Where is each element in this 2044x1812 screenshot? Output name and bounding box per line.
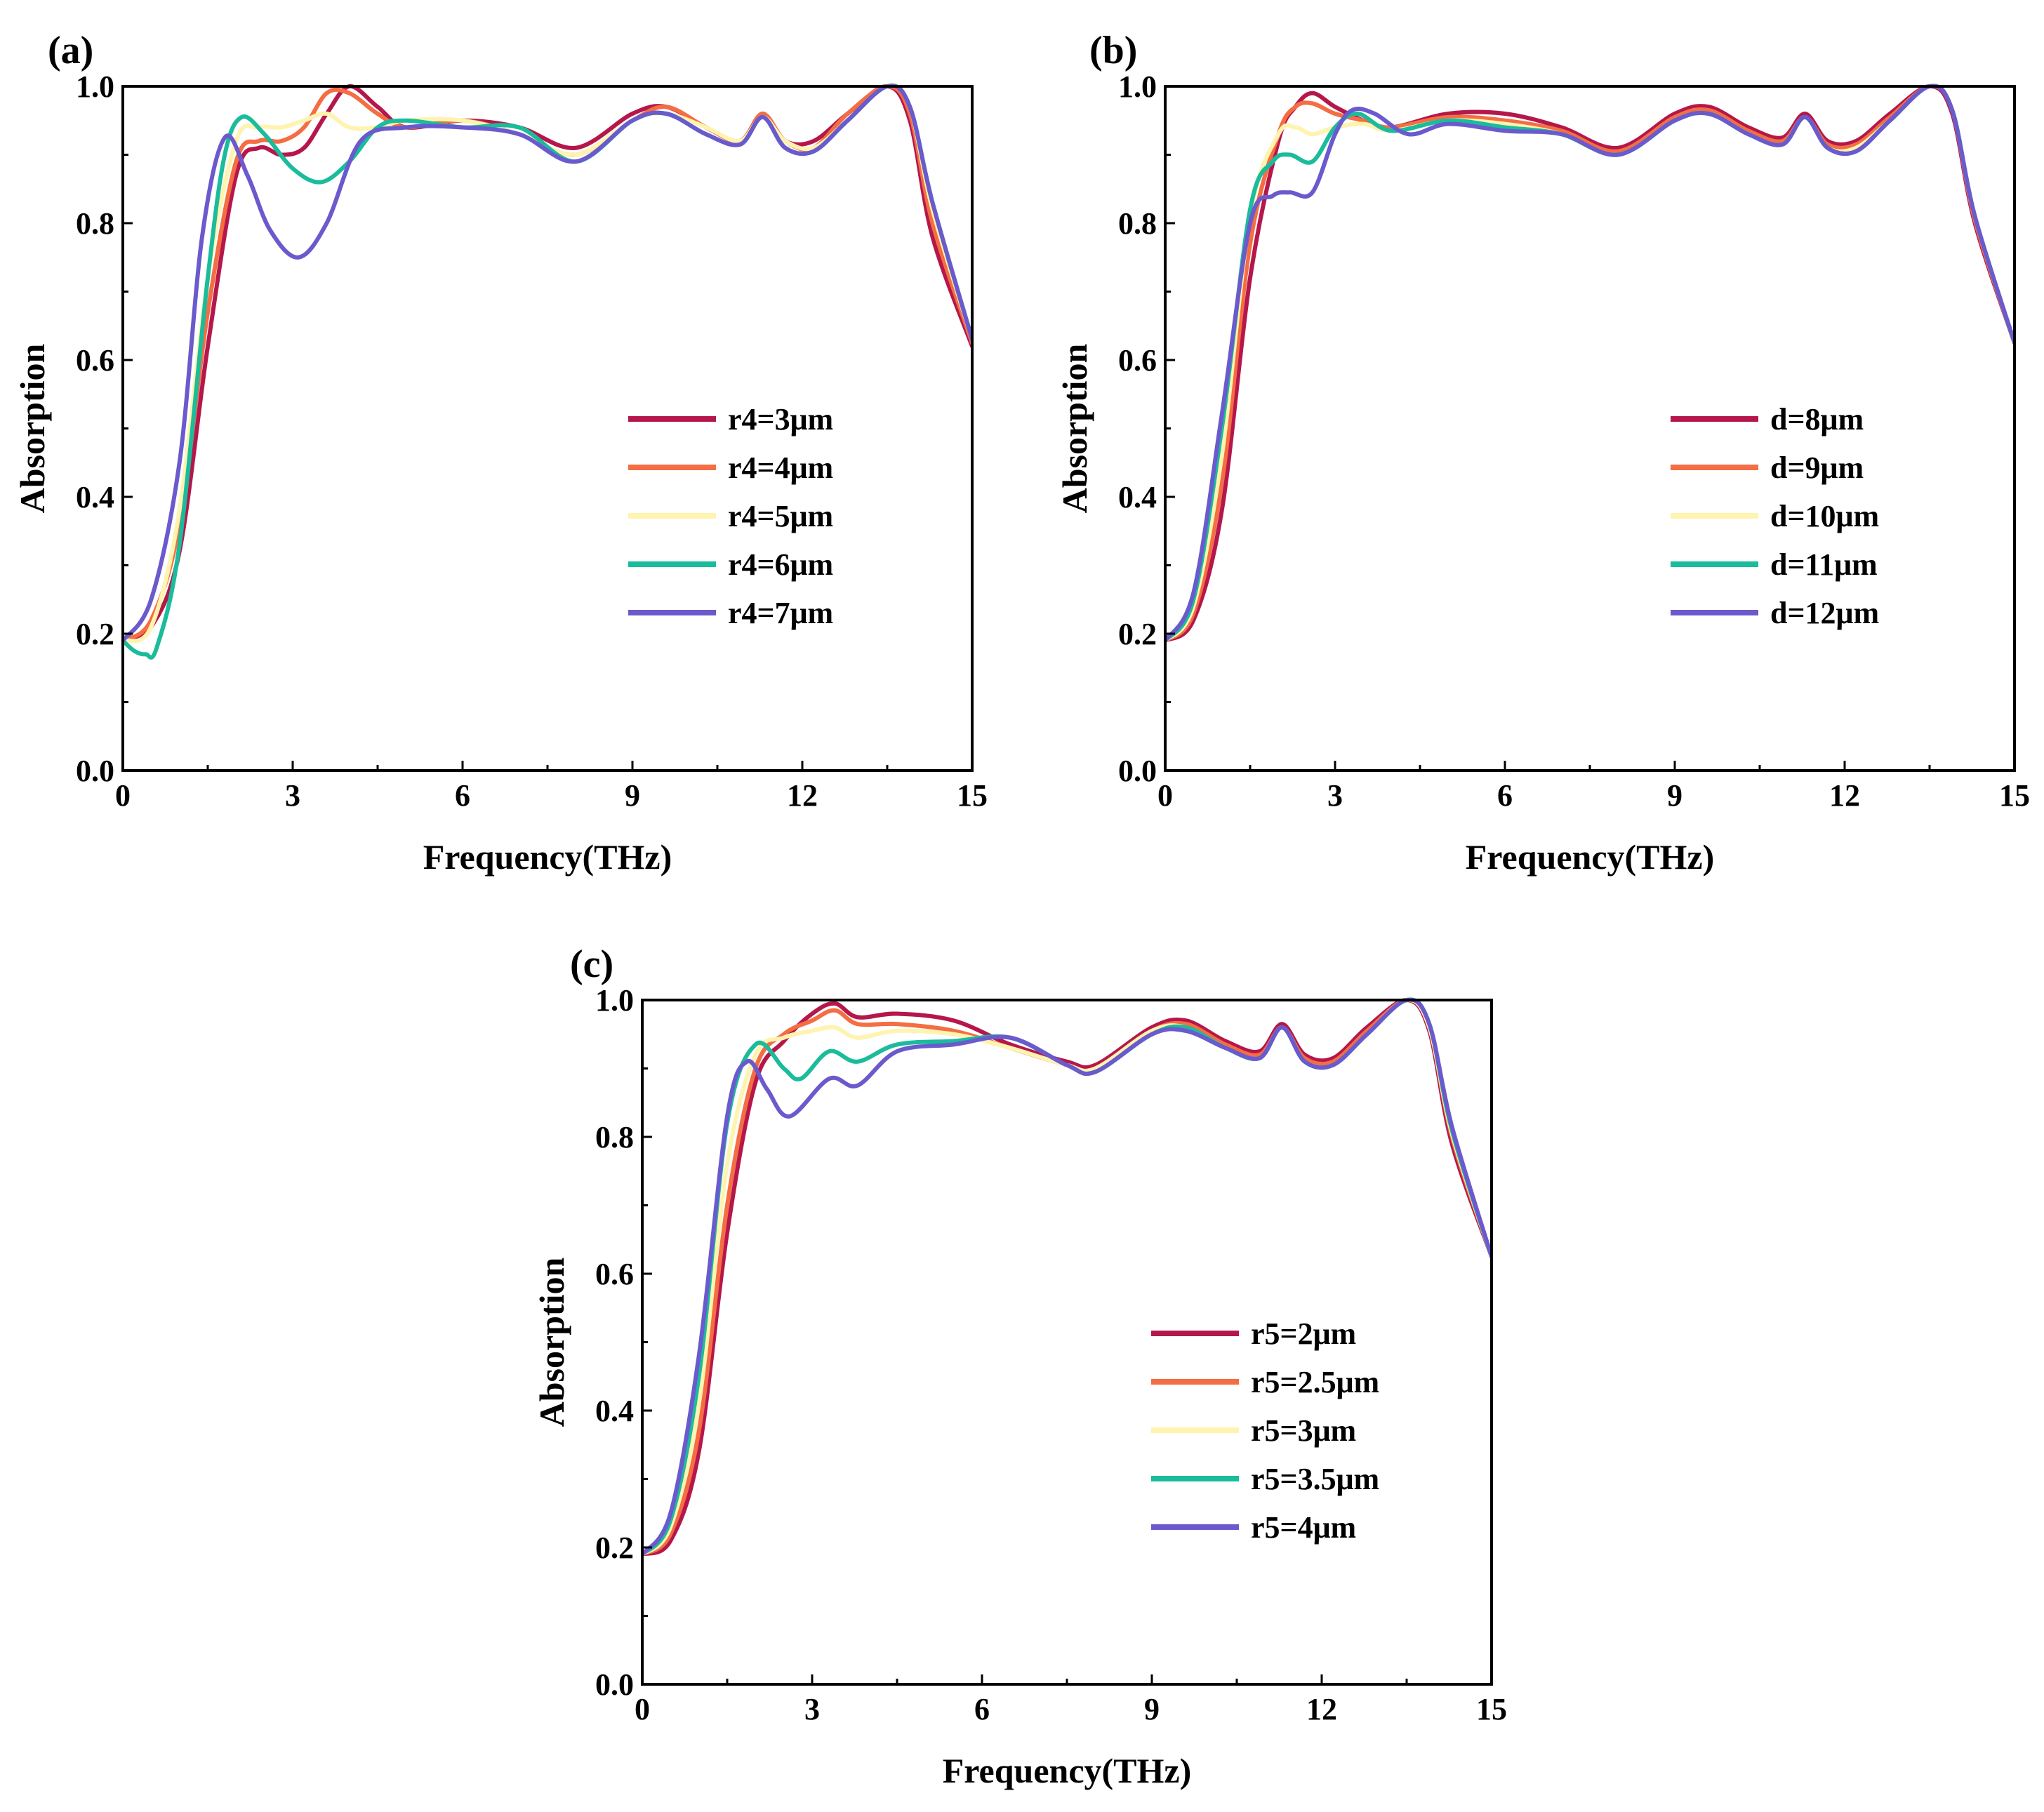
x-tick-label: 6	[1497, 778, 1513, 813]
legend-label-2: d=9μm	[1770, 451, 1864, 485]
series-line-1	[642, 998, 1492, 1557]
y-axis-title: Absorption	[1055, 343, 1094, 513]
y-tick-label: 0.6	[595, 1257, 634, 1291]
legend-label-1: r5=2μm	[1251, 1317, 1356, 1351]
legend: r5=2μm r5=2.5μm r5=3μm r5=3.5μm r5=4μm	[1151, 1317, 1379, 1545]
y-tick-label: 0.8	[595, 1120, 634, 1154]
panel-label: (a)	[48, 29, 93, 72]
legend-label-1: d=8μm	[1770, 402, 1864, 437]
legend-label-4: d=11μm	[1770, 547, 1878, 582]
y-tick-label: 1.0	[1118, 69, 1157, 104]
legend-label-5: r4=7μm	[728, 596, 833, 630]
x-tick-label: 3	[285, 778, 300, 813]
panel-label: (b)	[1089, 29, 1137, 72]
x-tick-label: 0	[115, 778, 131, 813]
series-lines	[1165, 84, 2015, 643]
x-axis-title: Frequency(THz)	[1466, 837, 1715, 877]
series-line-5	[123, 84, 972, 643]
y-tick-label: 0.8	[76, 206, 114, 241]
series-lines	[123, 84, 972, 660]
y-tick-label: 0.6	[1118, 343, 1157, 378]
y-tick-label: 0.0	[595, 1667, 634, 1702]
y-tick-label: 0.2	[595, 1531, 634, 1565]
y-tick-label: 1.0	[595, 983, 634, 1018]
y-tick-label: 0.6	[76, 343, 114, 378]
x-tick-label: 15	[1999, 778, 2030, 813]
legend-label-1: r4=3μm	[728, 402, 833, 437]
y-tick-label: 0.2	[76, 617, 114, 651]
chart-panel-b: 0 3 6 9 12 15 0.0 0.2 0.4 0.6 0.8 1.0 Frequency(THz)…	[1055, 29, 2030, 877]
y-tick-label: 0.0	[1118, 754, 1157, 788]
legend-label-2: r5=2.5μm	[1251, 1365, 1379, 1399]
x-tick-label: 9	[1144, 1692, 1160, 1726]
series-line-1	[1165, 84, 2015, 643]
legend-label-4: r5=3.5μm	[1251, 1462, 1379, 1496]
legend-label-4: r4=6μm	[728, 547, 833, 582]
y-tick-label: 0.4	[1118, 480, 1157, 514]
series-lines	[642, 997, 1492, 1557]
x-tick-label: 12	[787, 778, 818, 813]
x-tick-label: 3	[1327, 778, 1343, 813]
legend-label-3: d=10μm	[1770, 499, 1879, 533]
legend-label-5: d=12μm	[1770, 596, 1879, 630]
legend: d=8μm d=9μm d=10μm d=11μm d=12μm	[1671, 402, 1879, 630]
x-tick-label: 0	[1157, 778, 1173, 813]
x-tick-label: 9	[625, 778, 640, 813]
y-tick-label: 0.8	[1118, 206, 1157, 241]
legend-label-2: r4=4μm	[728, 451, 833, 485]
x-tick-label: 12	[1829, 778, 1860, 813]
y-tick-label: 1.0	[76, 69, 114, 104]
x-tick-label: 15	[1476, 1692, 1507, 1726]
x-tick-label: 3	[804, 1692, 820, 1726]
x-tick-label: 12	[1306, 1692, 1337, 1726]
series-line-5	[642, 997, 1492, 1557]
chart-panel-a: 0 3 6 9 12 15 0.0 0.2 0.4 0.6 0.8 1.0 Frequency(THz)…	[13, 29, 988, 877]
legend-label-3: r5=3μm	[1251, 1413, 1356, 1448]
x-axis-title: Frequency(THz)	[423, 837, 672, 877]
x-tick-label: 6	[455, 778, 470, 813]
y-axis-title: Absorption	[532, 1257, 571, 1427]
x-axis-title: Frequency(THz)	[943, 1751, 1192, 1790]
chart-panel-c: 0 3 6 9 12 15 0.0 0.2 0.4 0.6 0.8 1.0 Frequency(THz)…	[532, 942, 1507, 1790]
x-tick-label: 0	[635, 1692, 650, 1726]
panel-label: (c)	[570, 942, 613, 986]
series-line-5	[1165, 84, 2015, 643]
y-tick-label: 0.2	[1118, 617, 1157, 651]
y-axis-title: Absorption	[13, 343, 52, 513]
x-tick-label: 6	[974, 1692, 990, 1726]
x-tick-label: 9	[1667, 778, 1683, 813]
y-tick-label: 0.4	[595, 1394, 634, 1428]
y-tick-label: 0.4	[76, 480, 114, 514]
legend: r4=3μm r4=4μm r4=5μm r4=6μm r4=7μm	[628, 402, 833, 630]
legend-label-3: r4=5μm	[728, 499, 833, 533]
y-tick-label: 0.0	[76, 754, 114, 788]
legend-label-5: r5=4μm	[1251, 1510, 1356, 1545]
x-tick-label: 15	[957, 778, 988, 813]
